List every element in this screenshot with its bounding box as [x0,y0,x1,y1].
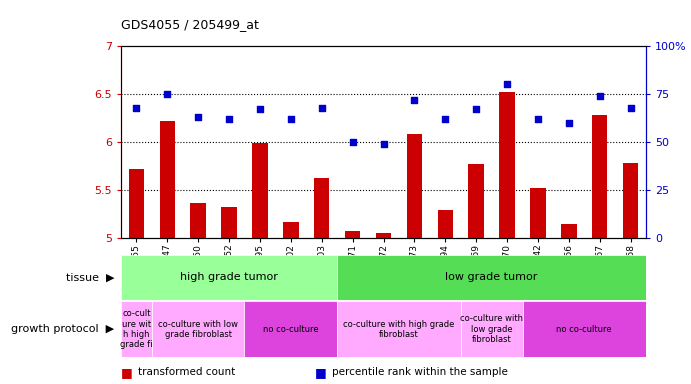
Point [285,116,296,122]
Point [316,104,328,111]
Bar [345,231,360,238]
Bar [160,121,175,238]
Bar [337,255,646,300]
Text: co-cult
ure wit
h high
grade fi: co-cult ure wit h high grade fi [120,309,153,349]
Point [131,104,142,111]
Text: growth protocol  ▶: growth protocol ▶ [11,324,114,334]
Bar [129,169,144,238]
Bar [561,223,576,238]
Point [625,104,636,111]
Text: co-culture with low
grade fibroblast: co-culture with low grade fibroblast [158,319,238,339]
Text: percentile rank within the sample: percentile rank within the sample [332,367,508,377]
Bar [530,188,546,238]
Bar [468,164,484,238]
Bar [522,301,646,357]
Text: no co-culture: no co-culture [263,325,319,334]
Bar [283,222,299,238]
Point [162,91,173,97]
Bar [592,115,607,238]
Bar [314,177,330,238]
Text: low grade tumor: low grade tumor [446,272,538,283]
Text: transformed count: transformed count [138,367,236,377]
Point [563,120,574,126]
Text: co-culture with
low grade
fibroblast: co-culture with low grade fibroblast [460,314,523,344]
Point [594,93,605,99]
Bar [623,163,638,238]
Bar [191,203,206,238]
Bar [337,301,461,357]
Bar [252,143,267,238]
Text: ■: ■ [121,366,133,379]
Bar [407,134,422,238]
Text: no co-culture: no co-culture [556,325,612,334]
Bar [152,301,245,357]
Bar [121,255,337,300]
Point [409,97,420,103]
Point [439,116,451,122]
Bar [221,207,237,238]
Text: high grade tumor: high grade tumor [180,272,278,283]
Point [223,116,234,122]
Text: tissue  ▶: tissue ▶ [66,272,114,283]
Point [378,141,389,147]
Bar [437,210,453,238]
Bar [376,233,391,238]
Point [533,116,544,122]
Point [347,139,358,145]
Bar [245,301,337,357]
Point [502,81,513,88]
Bar [121,301,152,357]
Text: ■: ■ [314,366,326,379]
Point [254,106,265,113]
Point [193,114,204,120]
Bar [461,301,522,357]
Text: GDS4055 / 205499_at: GDS4055 / 205499_at [121,18,259,31]
Text: co-culture with high grade
fibroblast: co-culture with high grade fibroblast [343,319,455,339]
Point [471,106,482,113]
Bar [500,92,515,238]
